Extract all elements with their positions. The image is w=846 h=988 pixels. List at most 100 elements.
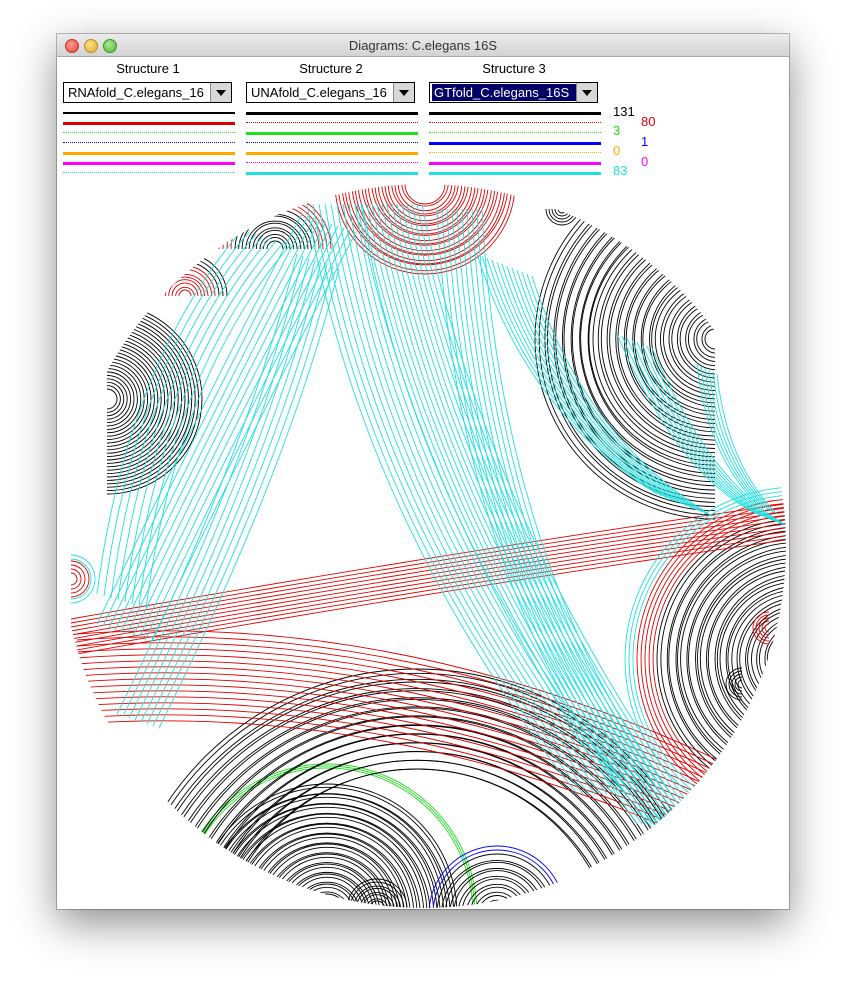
minimize-window-button[interactable] xyxy=(84,39,98,53)
window-title: Diagrams: C.elegans 16S xyxy=(348,38,498,53)
base-pair-arc xyxy=(342,203,614,795)
base-pair-arc xyxy=(376,203,658,825)
base-pair-arc xyxy=(76,708,758,858)
base-pair-arc xyxy=(725,667,743,701)
structure-1-select[interactable]: RNAfold_C.elegans_16 xyxy=(63,82,232,103)
base-pair-arc xyxy=(473,891,521,908)
base-pair-arc xyxy=(199,751,635,908)
base-pair-arc xyxy=(131,239,278,605)
base-pair-arc xyxy=(764,624,786,694)
base-pair-arc xyxy=(106,368,138,430)
base-pair-arc xyxy=(397,184,453,212)
base-pair-arc xyxy=(106,351,155,447)
base-pair-arc xyxy=(106,385,121,413)
base-pair-arc xyxy=(766,628,786,690)
count-cyan: 83 xyxy=(613,163,628,178)
count-black: 131 xyxy=(613,104,635,119)
base-pair-arc xyxy=(377,184,473,232)
base-pair-arc xyxy=(102,215,309,627)
base-pair-arc xyxy=(365,898,389,908)
legend-line-cyan xyxy=(246,172,418,175)
base-pair-arc xyxy=(731,593,786,725)
base-pair-arc xyxy=(354,184,496,255)
base-pair-arc xyxy=(554,208,570,217)
base-pair-arc xyxy=(106,371,135,427)
arc-diagram xyxy=(70,184,786,908)
base-pair-arc xyxy=(245,220,305,250)
base-pair-arc xyxy=(652,514,786,804)
base-pair-arc xyxy=(545,208,579,226)
structure-2-select[interactable]: UNAfold_C.elegans_16 xyxy=(246,82,415,103)
base-pair-arc xyxy=(516,269,698,511)
base-pair-arc xyxy=(106,378,128,420)
base-pair-arc xyxy=(486,903,508,908)
base-pair-arc xyxy=(641,343,783,525)
chevron-down-icon[interactable] xyxy=(393,83,414,102)
title-bar[interactable]: Diagrams: C.elegans 16S xyxy=(57,34,789,57)
base-pair-arc xyxy=(646,345,786,527)
base-pair-arc xyxy=(124,237,271,603)
base-pair-arc xyxy=(337,184,513,272)
base-pair-arc xyxy=(580,204,716,474)
structure-3-select[interactable]: GTfold_C.elegans_16S xyxy=(429,82,598,103)
base-pair-arc xyxy=(436,208,658,835)
base-pair-arc xyxy=(117,235,264,601)
base-pair-arc xyxy=(303,891,351,908)
legend-line-orange xyxy=(63,152,235,155)
base-pair-arc xyxy=(374,184,476,235)
base-pair-arc xyxy=(404,184,446,205)
base-pair-arc xyxy=(70,560,90,598)
base-pair-arc xyxy=(651,347,786,529)
base-pair-arc xyxy=(96,213,303,625)
base-pair-arc xyxy=(623,245,716,433)
legend-line-orange xyxy=(429,152,601,153)
legend-line-black xyxy=(429,112,601,115)
base-pair-arc xyxy=(656,518,786,800)
base-pair-arc xyxy=(347,184,503,262)
legend-line-magenta xyxy=(63,162,235,165)
diagram-window: Diagrams: C.elegans 16S Structure 1 Stru… xyxy=(57,34,789,909)
base-pair-arc xyxy=(334,184,516,275)
base-pair-arc xyxy=(456,208,678,835)
base-pair-arc xyxy=(688,550,786,768)
base-pair-arc xyxy=(70,554,96,604)
base-pair-arc xyxy=(548,208,576,223)
base-pair-arc xyxy=(676,299,716,379)
base-pair-arc xyxy=(600,224,716,454)
base-pair-arc xyxy=(259,234,291,250)
base-pair-arc xyxy=(330,203,602,795)
zoom-window-button[interactable] xyxy=(103,39,117,53)
base-pair-arc xyxy=(199,786,455,908)
base-pair-arc xyxy=(108,217,315,629)
legend-line-red xyxy=(246,122,418,123)
base-pair-arc xyxy=(394,184,456,215)
base-pair-arc xyxy=(478,895,516,908)
base-pair-arc xyxy=(168,724,666,908)
base-pair-arc xyxy=(70,558,92,600)
base-pair-arc xyxy=(704,367,766,509)
close-window-button[interactable] xyxy=(65,39,79,53)
base-pair-arc xyxy=(755,614,770,642)
base-pair-arc xyxy=(76,648,758,798)
chevron-down-icon[interactable] xyxy=(210,83,231,102)
base-pair-arc xyxy=(416,203,698,825)
base-pair-arc xyxy=(76,672,758,822)
base-pair-arc xyxy=(671,295,716,383)
base-pair-arc xyxy=(371,203,653,825)
base-pair-arc xyxy=(106,303,203,495)
base-pair-arc xyxy=(764,623,770,633)
base-pair-arc xyxy=(751,613,786,705)
legend-line-red xyxy=(429,122,601,123)
base-pair-arc xyxy=(106,310,196,488)
base-pair-arc xyxy=(106,313,193,485)
base-pair-arc xyxy=(106,357,148,441)
base-pair-arc xyxy=(696,363,758,505)
structure-3-value: GTfold_C.elegans_16S xyxy=(432,84,580,101)
base-pair-arc xyxy=(168,279,202,297)
base-pair-arc xyxy=(471,208,693,835)
legend-line-green xyxy=(246,132,418,135)
base-pair-arc xyxy=(481,208,703,835)
base-pair-arc xyxy=(175,286,195,297)
base-pair-arc xyxy=(76,690,758,840)
chevron-down-icon[interactable] xyxy=(576,83,597,102)
